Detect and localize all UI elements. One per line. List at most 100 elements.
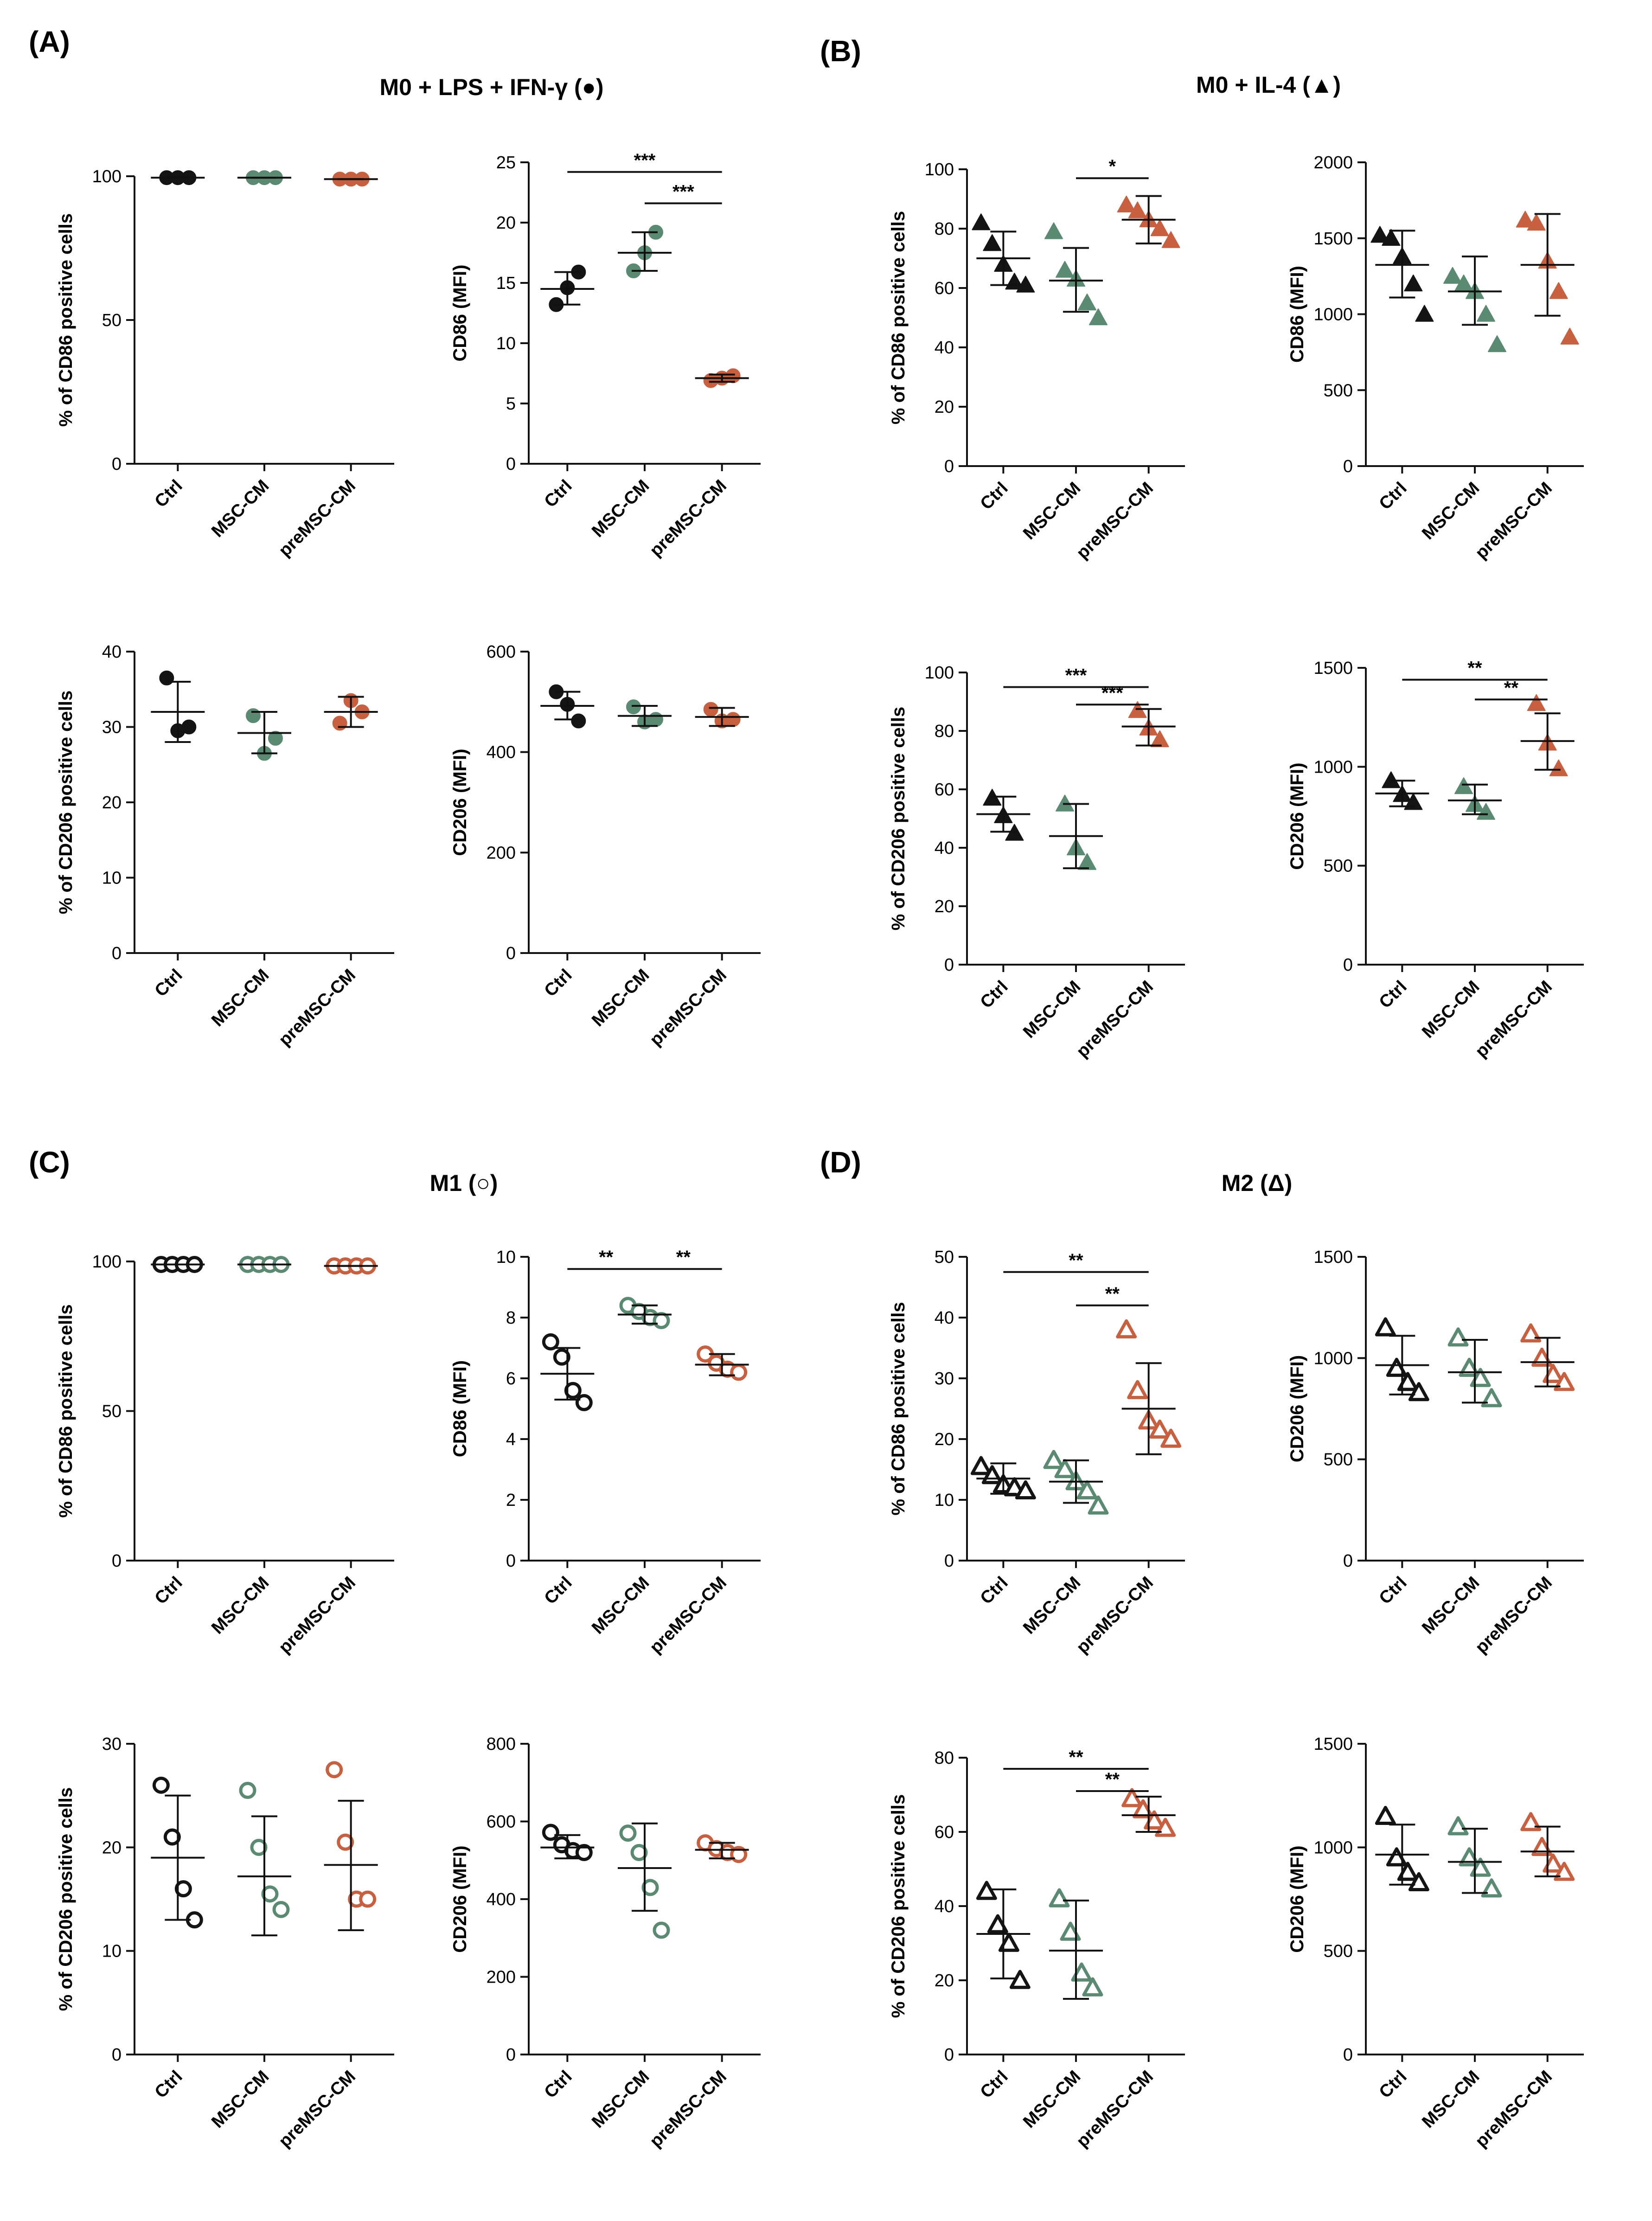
data-point xyxy=(1076,1480,1098,1500)
significance-label: *** xyxy=(634,150,656,171)
significance-label: ** xyxy=(1069,1250,1083,1271)
category-label: preMSC-CM xyxy=(1073,1573,1157,1658)
y-tick-label: 10 xyxy=(102,1942,122,1961)
data-point xyxy=(1516,211,1535,228)
y-tick-label: 40 xyxy=(935,1308,954,1328)
y-tick-label: 0 xyxy=(1343,1551,1353,1571)
category-label: Ctrl xyxy=(541,2067,576,2102)
category-label: MSC-CM xyxy=(1418,1573,1483,1638)
y-tick-label: 400 xyxy=(487,743,516,762)
y-tick-label: 0 xyxy=(944,1551,954,1571)
y-tick-label: 20 xyxy=(935,1971,954,1991)
y-tick-label: 0 xyxy=(944,457,954,476)
data-point xyxy=(987,1914,1008,1933)
chart-d1: 0 10 20 30 40 50 % of CD86 positive cells Ctrl M… xyxy=(888,1248,1185,1658)
y-axis-label: CD86 (MFI) xyxy=(450,265,470,362)
y-tick-label: 1000 xyxy=(1313,305,1353,325)
data-point xyxy=(268,730,283,746)
y-tick-label: 500 xyxy=(1324,381,1353,400)
data-point xyxy=(1149,1419,1171,1439)
data-point xyxy=(1531,1837,1553,1856)
y-tick-label: 15 xyxy=(496,274,516,293)
data-point xyxy=(998,1933,1019,1952)
category-label: preMSC-CM xyxy=(1472,977,1556,1062)
data-point xyxy=(1531,1347,1553,1367)
y-axis-label: CD206 (MFI) xyxy=(1287,1355,1307,1462)
y-tick-label: 30 xyxy=(102,1735,122,1754)
panel-title-b: M0 + IL-4 (▲) xyxy=(1196,72,1341,98)
data-point xyxy=(626,699,641,715)
y-tick-label: 10 xyxy=(496,1248,516,1267)
data-point xyxy=(1015,1480,1036,1500)
data-point xyxy=(1408,1382,1429,1402)
category-label: Ctrl xyxy=(151,966,186,1001)
data-point xyxy=(1078,853,1096,870)
y-tick-label: 100 xyxy=(92,167,122,186)
panel-title-d: M2 (Δ) xyxy=(1222,1170,1293,1196)
y-tick-label: 40 xyxy=(935,838,954,858)
data-point xyxy=(630,1844,648,1861)
category-label: preMSC-CM xyxy=(646,1573,730,1658)
y-axis-label: % of CD86 positive cells xyxy=(888,211,909,424)
data-point xyxy=(1060,1921,1081,1941)
data-point xyxy=(542,1333,559,1351)
chart-b1: 0 20 40 60 80 100 % of CD86 positive cells Ctrl… xyxy=(888,156,1185,563)
y-tick-label: 10 xyxy=(102,869,122,888)
y-tick-label: 40 xyxy=(935,338,954,358)
data-point xyxy=(1443,267,1462,284)
y-tick-label: 50 xyxy=(935,1248,954,1267)
panel-letter-b: (B) xyxy=(820,34,861,68)
y-tick-label: 1500 xyxy=(1313,1248,1353,1267)
data-point xyxy=(272,1901,290,1918)
y-tick-label: 2000 xyxy=(1313,153,1353,173)
data-point xyxy=(1481,1388,1502,1408)
category-label: MSC-CM xyxy=(1418,479,1483,544)
data-point xyxy=(1477,305,1495,322)
y-tick-label: 30 xyxy=(102,718,122,737)
category-label: Ctrl xyxy=(1376,977,1411,1012)
data-point xyxy=(564,1382,582,1399)
data-point xyxy=(976,1881,997,1900)
y-tick-label: 0 xyxy=(506,2045,516,2065)
data-point xyxy=(1043,1450,1064,1469)
chart-b4: 0 500 1000 1500 CD206 (MFI) Ctrl MSC-CMpreMSC-… xyxy=(1287,658,1584,1062)
y-axis-label: % of CD206 positive cells xyxy=(888,1794,909,2018)
data-point xyxy=(575,1394,593,1411)
y-tick-label: 30 xyxy=(935,1369,954,1389)
data-point xyxy=(730,1846,748,1863)
category-label: preMSC-CM xyxy=(1472,2067,1556,2151)
data-point xyxy=(1009,1970,1031,1989)
data-point xyxy=(653,1921,670,1939)
category-label: Ctrl xyxy=(977,2067,1012,2102)
category-label: preMSC-CM xyxy=(1472,479,1556,563)
data-point xyxy=(1082,1977,1103,1997)
data-point xyxy=(159,670,174,685)
category-label: MSC-CM xyxy=(208,2067,273,2132)
data-point xyxy=(1549,282,1568,299)
y-tick-label: 1000 xyxy=(1313,757,1353,777)
y-tick-label: 4 xyxy=(506,1430,516,1449)
category-label: MSC-CM xyxy=(208,1573,273,1638)
category-label: preMSC-CM xyxy=(1472,1573,1556,1658)
data-point xyxy=(1386,1357,1407,1377)
y-tick-label: 20 xyxy=(935,397,954,417)
y-tick-label: 20 xyxy=(102,1838,122,1857)
data-point xyxy=(1470,1857,1491,1877)
category-label: MSC-CM xyxy=(1019,977,1084,1042)
data-point xyxy=(1144,1810,1165,1830)
y-tick-label: 0 xyxy=(1343,955,1353,975)
chart-c3: 0 10 20 30 % of CD206 positive cells Ctrl MSC-… xyxy=(56,1735,394,2151)
y-axis-label: CD206 (MFI) xyxy=(1287,762,1307,870)
y-tick-label: 60 xyxy=(935,1823,954,1842)
chart-b2: 0 500 1000 1500 2000 CD86 (MFI) Ctrl MSC-CMpreM… xyxy=(1287,153,1584,563)
y-tick-label: 0 xyxy=(112,2045,122,2065)
y-tick-label: 800 xyxy=(487,1735,516,1754)
y-tick-label: 0 xyxy=(506,454,516,474)
y-axis-label: % of CD86 positive cells xyxy=(888,1302,909,1515)
significance-label: ** xyxy=(1504,678,1519,698)
data-point xyxy=(1520,1812,1542,1831)
y-tick-label: 8 xyxy=(506,1308,516,1328)
